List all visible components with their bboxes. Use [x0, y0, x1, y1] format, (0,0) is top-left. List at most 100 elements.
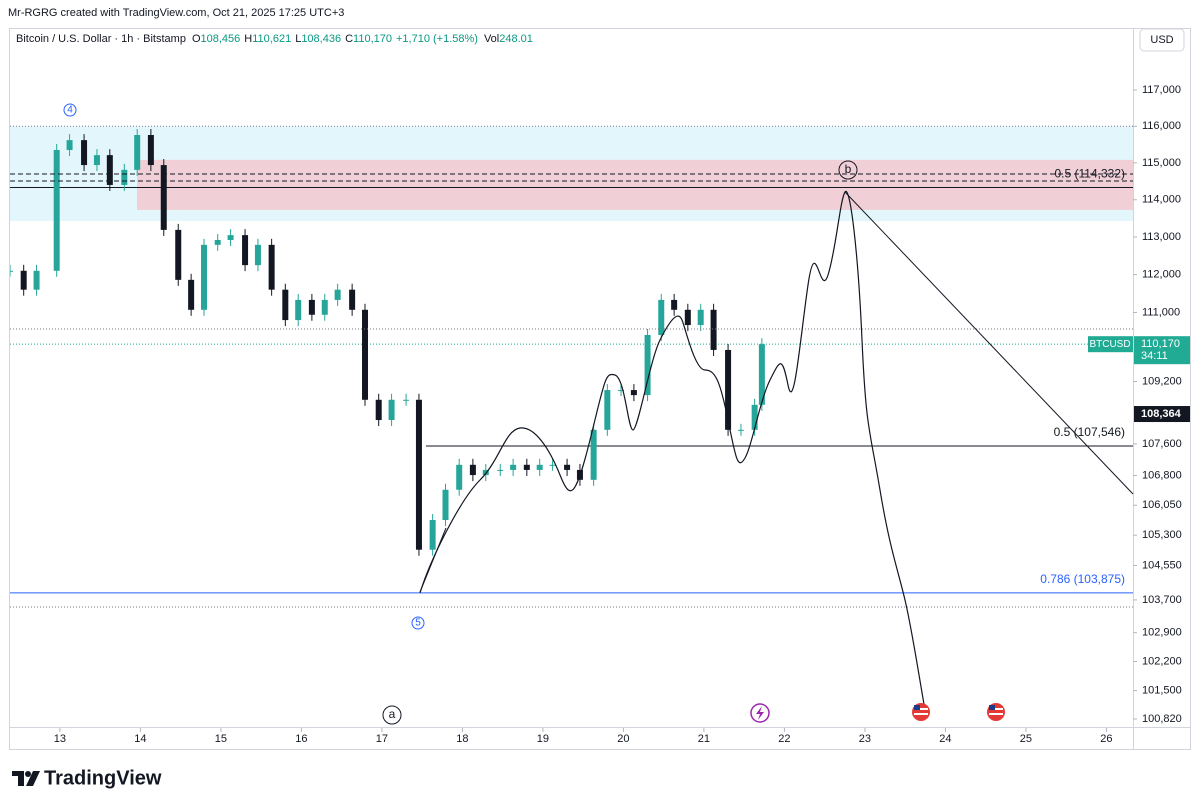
fib-label: 0.786 (103,875): [1040, 572, 1125, 586]
candle-body: [295, 299, 302, 321]
x-tick-label: 25: [1020, 733, 1032, 745]
y-tick-label: 116,000: [1142, 120, 1181, 132]
price-tag: [1134, 336, 1190, 365]
economic-event-icon[interactable]: [987, 703, 1005, 721]
candle-body: [497, 469, 504, 471]
volume-label: Vol: [484, 33, 499, 45]
x-tick-label: 15: [215, 733, 227, 745]
candle-body: [175, 229, 182, 280]
x-tick-label: 20: [617, 733, 629, 745]
x-tick-label: 19: [537, 733, 549, 745]
candle-body: [658, 299, 665, 335]
candle-body: [697, 309, 704, 326]
candle-body: [737, 429, 744, 431]
wave-label: b: [845, 162, 852, 176]
candle-body: [160, 165, 167, 230]
volume-value: 248.01: [499, 33, 533, 45]
y-tick-label: 104,550: [1142, 559, 1182, 571]
symbol: Bitcoin / U.S. Dollar · 1h · Bitstamp: [16, 33, 186, 45]
candle-body: [671, 299, 678, 310]
candle-body: [758, 344, 765, 405]
candle-body: [429, 520, 436, 550]
wave-label: 4: [67, 105, 73, 116]
economic-event-icon[interactable]: [912, 703, 930, 721]
candle-body: [710, 309, 717, 350]
wave-circle: [411, 616, 425, 630]
y-tick-label: 109,200: [1142, 375, 1182, 387]
candle-body: [20, 270, 27, 290]
candle-body: [33, 270, 40, 290]
candle-body: [10, 270, 13, 272]
y-tick-label: 115,000: [1142, 157, 1181, 169]
candle-body: [254, 244, 261, 266]
x-tick-label: 23: [859, 733, 871, 745]
candle-body: [321, 299, 328, 315]
candle-body: [618, 390, 625, 392]
candle-body: [725, 349, 732, 430]
candle-body: [227, 235, 234, 240]
y-tick-label: 100,820: [1142, 713, 1182, 725]
marker-tag: [1134, 406, 1190, 423]
trend-line: [844, 191, 1134, 495]
candle-body: [308, 299, 315, 315]
wave-label: a: [389, 707, 396, 721]
event-icon-bolt: [756, 706, 764, 720]
ohlc-label: L: [295, 33, 301, 45]
y-tick-label: 107,600: [1142, 438, 1182, 450]
countdown: 34:11: [1141, 350, 1168, 362]
y-tick-label: 102,900: [1142, 627, 1182, 639]
candle-body: [415, 399, 422, 550]
price-tag-label: 110,170: [1141, 338, 1180, 350]
candle-body: [644, 334, 651, 396]
brand: TradingView: [44, 767, 162, 789]
candle-body: [590, 429, 597, 480]
x-tick-label: 16: [295, 733, 307, 745]
y-tick-label: 106,800: [1142, 469, 1182, 481]
fib-label: 0.5 (107,546): [1054, 425, 1125, 439]
candle-body: [242, 235, 249, 266]
candle-body: [403, 399, 410, 401]
candle-body: [134, 135, 141, 170]
x-tick-label: 24: [939, 733, 951, 745]
candle-body: [349, 289, 356, 310]
candle-body: [147, 135, 154, 166]
y-tick-label: 103,700: [1142, 594, 1182, 606]
candle-body: [375, 399, 382, 421]
candle-body: [214, 239, 221, 245]
drawings: 4 5 b a: [10, 103, 1134, 725]
frame: [9, 28, 1191, 750]
y-tick-label: 102,200: [1142, 655, 1182, 667]
y-tick-label: 117,000: [1142, 84, 1181, 96]
x-tick-label: 13: [54, 733, 66, 745]
candle-body: [684, 309, 691, 326]
x-tick-label: 14: [134, 733, 146, 745]
candle-body: [549, 464, 556, 466]
candle-body: [121, 169, 128, 185]
legend: Bitcoin / U.S. Dollar · 1h · Bitstamp O10…: [16, 33, 533, 45]
currency-button[interactable]: [1139, 28, 1185, 52]
candle-body: [66, 140, 73, 151]
candle-body: [536, 464, 543, 470]
y-tick-label: 101,500: [1142, 684, 1182, 696]
ohlc-value: 110,170: [353, 33, 392, 45]
ohlc-label: O: [192, 33, 201, 45]
candle-body: [53, 150, 60, 271]
x-tick-label: 17: [376, 733, 388, 745]
marker-tag-label: 108,364: [1141, 408, 1182, 420]
y-tick-label: 111,000: [1142, 306, 1180, 318]
candle-body: [201, 244, 208, 310]
x-tick-label: 22: [778, 733, 790, 745]
candle-body: [334, 289, 341, 300]
candle-body: [81, 140, 88, 166]
candle-body: [751, 404, 758, 430]
candle-body: [604, 390, 611, 430]
candle-body: [456, 464, 463, 490]
candle-body: [523, 464, 530, 470]
wave-circle: [382, 705, 402, 725]
change: +1,710 (+1.58%): [396, 33, 478, 45]
projection-path: [419, 190, 926, 711]
candle-body: [442, 489, 449, 521]
candle-body: [630, 390, 637, 396]
